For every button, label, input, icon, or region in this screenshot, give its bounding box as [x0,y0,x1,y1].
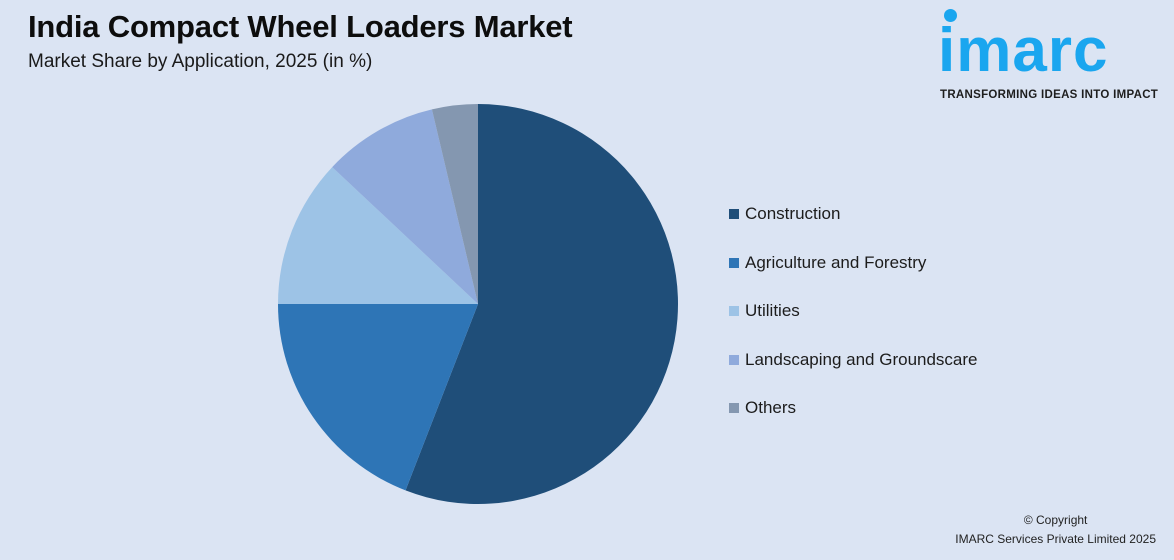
pie-slice-agriculture-and-forestry [278,304,478,491]
pie-slice-construction [405,104,679,505]
chart-subtitle: Market Share by Application, 2025 (in %) [28,51,373,72]
copyright-line-1: © Copyright [1023,513,1088,527]
imarc-logo: imarc TRANSFORMING IDEAS INTO IMPACT [938,6,1164,106]
chart-title: India Compact Wheel Loaders Market [28,9,573,44]
logo-wordmark: imarc [938,16,1109,85]
copyright-line-2: IMARC Services Private Limited 2025 [955,532,1156,546]
chart-legend: Construction Agriculture and Forestry Ut… [729,203,978,446]
legend-item-agriculture-forestry: Agriculture and Forestry [729,252,978,274]
logo-tagline: TRANSFORMING IDEAS INTO IMPACT [940,89,1159,101]
legend-swatch [729,354,739,365]
pie-slice-utilities [278,167,478,304]
pie-slice-landscaping-and-groundscare [332,109,478,304]
legend-label: Agriculture and Forestry [745,252,927,272]
legend-item-construction: Construction [729,203,978,225]
legend-label: Landscaping and Groundscare [745,349,978,369]
legend-label: Construction [745,204,841,223]
legend-item-landscaping-groundscare: Landscaping and Groundscare [729,349,978,371]
legend-swatch [729,257,739,268]
pie-slice-others [431,104,478,304]
legend-item-others: Others [729,397,978,419]
legend-swatch [729,306,739,316]
legend-item-utilities: Utilities [729,300,978,322]
legend-label: Others [745,398,797,417]
copyright-notice: © Copyright IMARC Services Private Limit… [955,511,1156,549]
legend-label: Utilities [745,301,800,320]
pie-chart [278,104,679,505]
legend-swatch [729,403,739,413]
logo-dot-icon [944,9,957,22]
legend-swatch [729,209,739,219]
